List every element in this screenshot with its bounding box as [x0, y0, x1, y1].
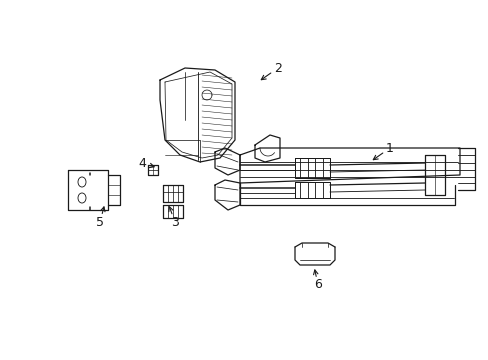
Text: 4: 4	[138, 157, 145, 170]
Text: 3: 3	[171, 216, 179, 229]
Text: 6: 6	[313, 279, 321, 292]
Text: 5: 5	[96, 216, 104, 229]
Text: 2: 2	[273, 62, 282, 75]
Text: 1: 1	[385, 141, 393, 154]
